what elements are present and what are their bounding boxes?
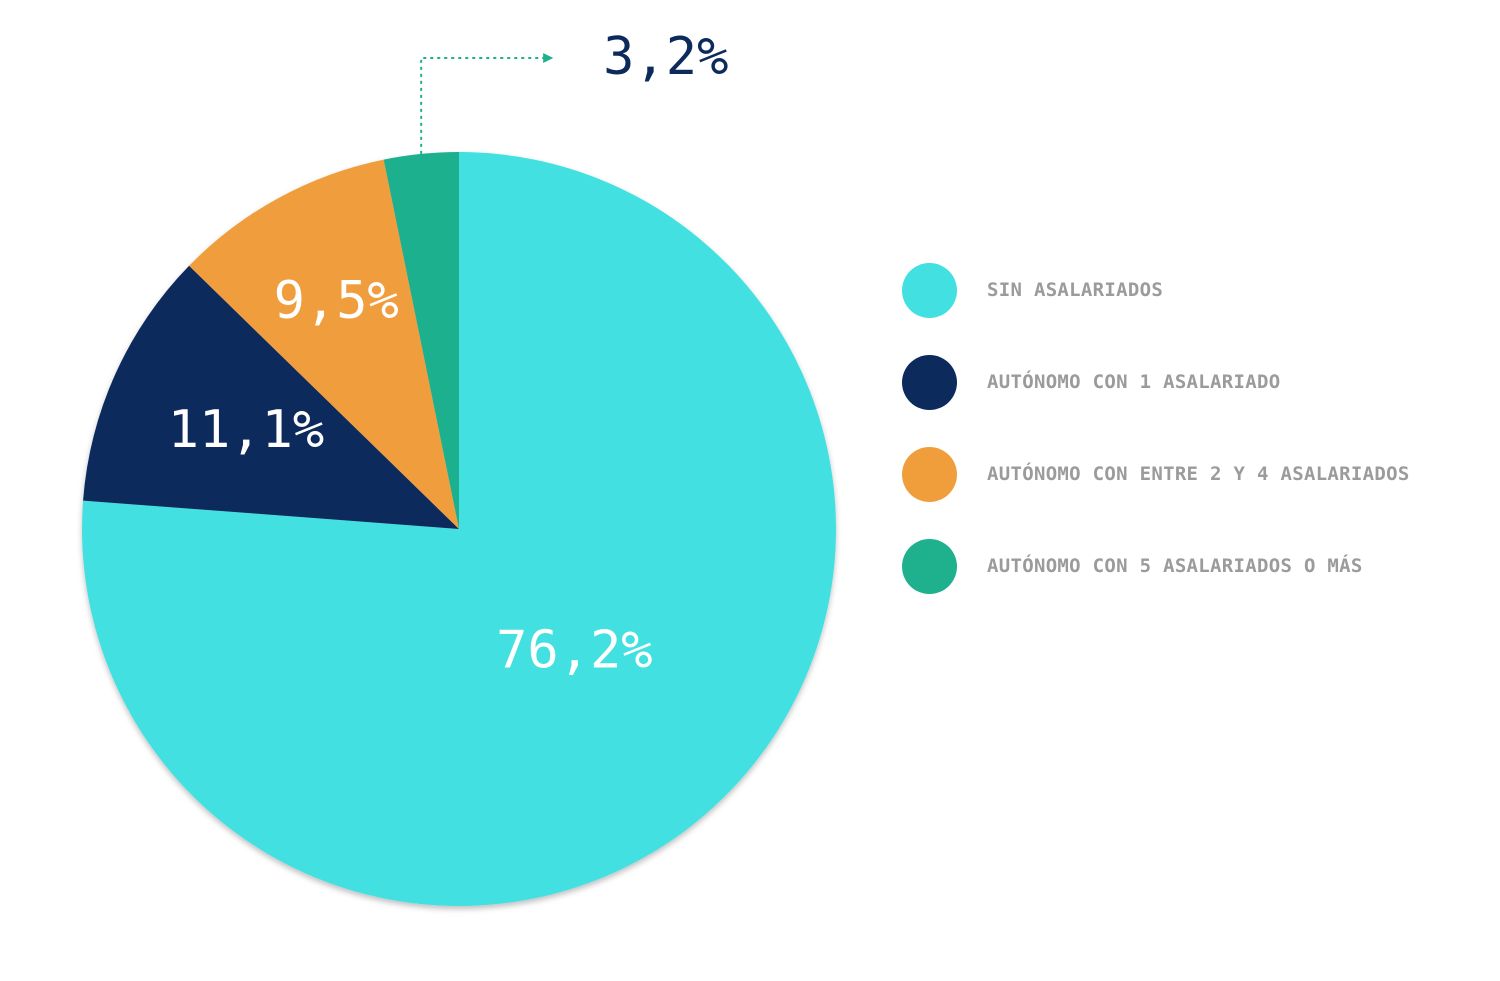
pie-slice [189, 159, 459, 529]
slice-value-label: 9,5% [274, 271, 399, 331]
slice-value-label: 11,1% [168, 400, 325, 460]
pie-slice [383, 152, 459, 529]
pie-labels: 76,2% 11,1% 9,5% [168, 271, 653, 680]
slice-value-label: 3,2% [603, 27, 728, 87]
legend-swatch [902, 538, 957, 594]
legend-swatch [902, 446, 957, 502]
slice-value-label: 76,2% [496, 620, 653, 680]
legend-swatch [902, 354, 957, 410]
legend-label: AUTÓNOMO CON ENTRE 2 Y 4 ASALARIADOS [987, 463, 1410, 485]
legend-label: SIN ASALARIADOS [987, 279, 1164, 301]
legend-label: AUTÓNOMO CON 1 ASALARIADO [987, 371, 1281, 393]
pie-slice [82, 152, 836, 906]
legend-item: AUTÓNOMO CON 5 ASALARIADOS O MÁS [902, 538, 1410, 594]
callout-leader-line [420, 53, 554, 154]
pie-slice [83, 265, 459, 529]
legend-label: AUTÓNOMO CON 5 ASALARIADOS O MÁS [987, 555, 1363, 577]
pie-slices [82, 152, 836, 906]
legend-item: AUTÓNOMO CON 1 ASALARIADO [902, 354, 1410, 410]
legend-item: AUTÓNOMO CON ENTRE 2 Y 4 ASALARIADOS [902, 446, 1410, 502]
callout: 3,2% [420, 27, 728, 154]
legend-swatch [902, 262, 957, 318]
legend: SIN ASALARIADOS AUTÓNOMO CON 1 ASALARIAD… [902, 262, 1410, 630]
legend-item: SIN ASALARIADOS [902, 262, 1410, 318]
